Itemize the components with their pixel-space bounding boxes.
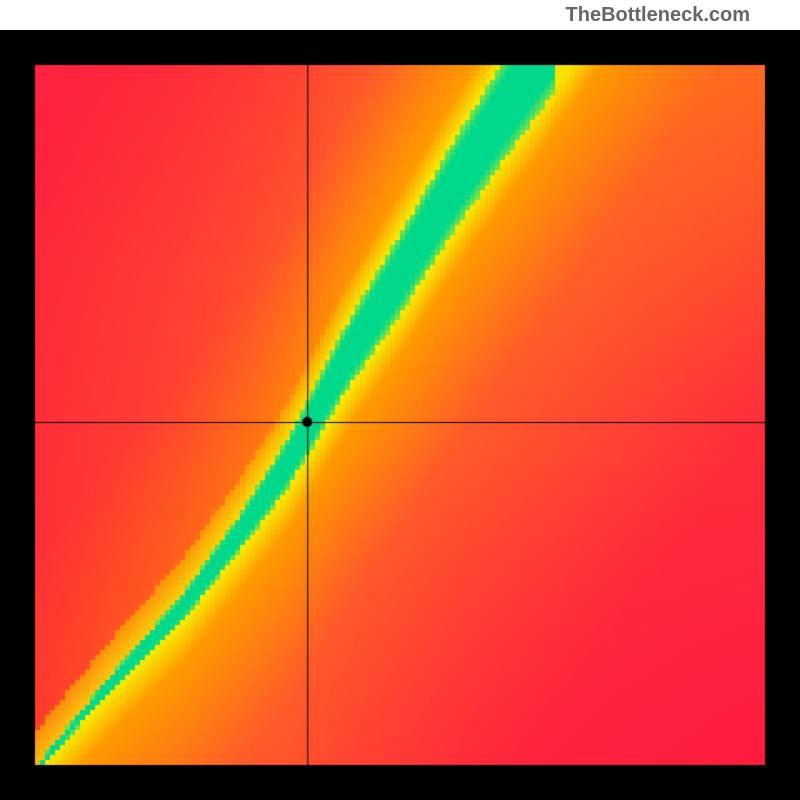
container: TheBottleneck.com [0,0,800,800]
attribution-label: TheBottleneck.com [566,4,750,27]
chart-frame [0,30,800,800]
heatmap-canvas [0,30,800,800]
